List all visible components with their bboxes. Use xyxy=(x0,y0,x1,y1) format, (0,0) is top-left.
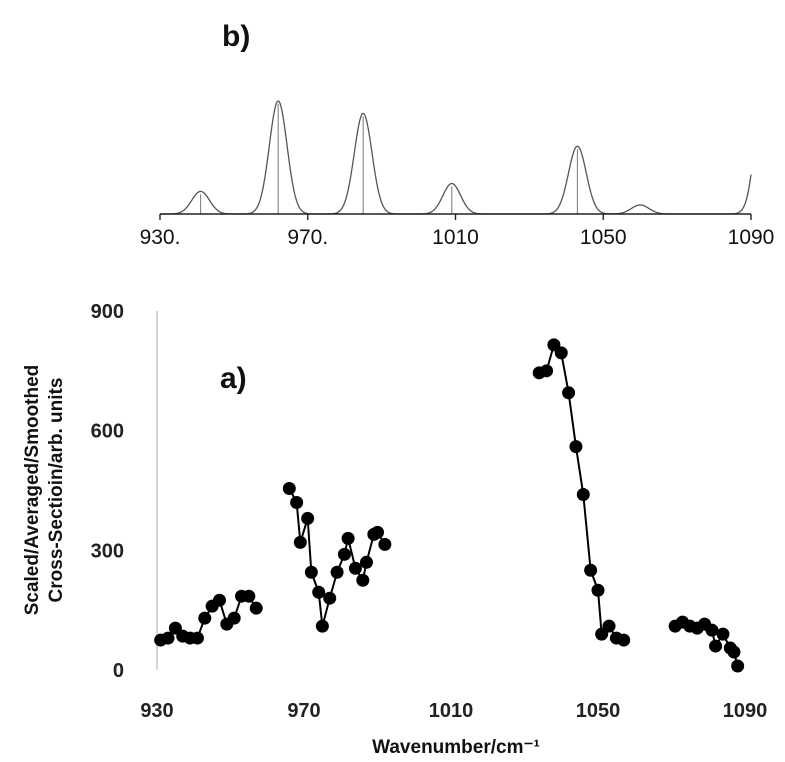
y-axis-title-line-2: Cross-Sectioin/arb. units xyxy=(46,378,67,603)
panel-a-y-tick-label: 900 xyxy=(91,301,124,323)
data-point xyxy=(242,589,256,603)
data-point xyxy=(282,482,296,496)
data-point xyxy=(591,583,605,597)
data-point xyxy=(293,535,307,549)
data-point xyxy=(602,619,616,633)
data-point xyxy=(290,495,304,509)
panel-b-spectrum-line xyxy=(160,100,752,215)
panel-a-x-tick-label: 930 xyxy=(140,700,173,722)
data-point xyxy=(584,563,598,577)
data-point xyxy=(378,537,392,551)
data-point xyxy=(716,627,730,641)
panel-b-x-tick-label: 930. xyxy=(140,226,181,249)
panel-b-label: b) xyxy=(222,20,250,53)
data-point xyxy=(227,611,241,625)
panel-a-series-lines xyxy=(160,342,739,667)
panel-a-data-points xyxy=(154,338,745,673)
panel-b-x-tick-label: 1090 xyxy=(728,226,775,249)
panel-a-label: a) xyxy=(220,362,247,395)
data-point xyxy=(330,565,344,579)
data-point xyxy=(705,623,719,637)
data-point xyxy=(312,585,326,599)
data-point xyxy=(359,555,373,569)
data-point xyxy=(323,591,337,605)
data-point xyxy=(727,645,741,659)
data-point xyxy=(562,386,576,400)
panel-a-x-tick-label: 1090 xyxy=(723,700,768,722)
data-point xyxy=(371,525,384,539)
panel-b-x-tick-label: 1010 xyxy=(432,226,479,249)
data-point xyxy=(304,565,318,579)
y-axis-title: Scaled/Averaged/Smoothed Cross-Sectioin/… xyxy=(22,365,67,616)
data-point xyxy=(249,601,263,615)
data-point xyxy=(540,364,554,378)
panel-a-y-tick-label: 600 xyxy=(91,421,124,443)
panel-b-calculated-spectrum: b) 930. 970. 1010 1050 1090 xyxy=(140,20,775,249)
panel-a-measured-spectrum: a) 0 300 600 900 930 970 1010 1050 1090 Wavenum… xyxy=(22,301,767,758)
data-point xyxy=(554,346,568,360)
data-point xyxy=(569,440,583,454)
panel-b-x-tick-label: 1050 xyxy=(580,226,627,249)
panel-a-y-tick-label: 0 xyxy=(113,660,124,682)
panel-a-x-tick-label: 1010 xyxy=(429,700,474,722)
data-point xyxy=(337,547,351,561)
data-point xyxy=(348,561,362,575)
data-point xyxy=(161,631,175,645)
data-point xyxy=(576,487,590,501)
panel-b-x-tick-label: 970. xyxy=(287,226,328,249)
panel-b-stick-lines xyxy=(200,104,578,214)
panel-a-y-ticks: 0 300 600 900 xyxy=(91,301,124,682)
panel-b-x-ticks: 930. 970. 1010 1050 1090 xyxy=(140,214,775,249)
data-point xyxy=(356,573,370,587)
panel-a-x-tick-label: 1050 xyxy=(576,700,621,722)
data-point xyxy=(617,633,631,647)
x-axis-title: Wavenumber/cm⁻¹ xyxy=(372,737,540,758)
data-point xyxy=(731,659,745,673)
panel-a-x-tick-label: 970 xyxy=(287,700,320,722)
data-point xyxy=(709,639,723,653)
y-axis-title-line-1: Scaled/Averaged/Smoothed xyxy=(22,365,43,616)
panel-a-y-tick-label: 300 xyxy=(91,540,124,562)
data-point xyxy=(212,593,226,607)
panel-a-x-ticks: 930 970 1010 1050 1090 xyxy=(140,700,767,722)
data-point xyxy=(198,611,212,625)
data-point xyxy=(301,511,315,525)
data-point xyxy=(341,531,355,545)
data-point xyxy=(190,631,204,645)
data-point xyxy=(315,619,329,633)
